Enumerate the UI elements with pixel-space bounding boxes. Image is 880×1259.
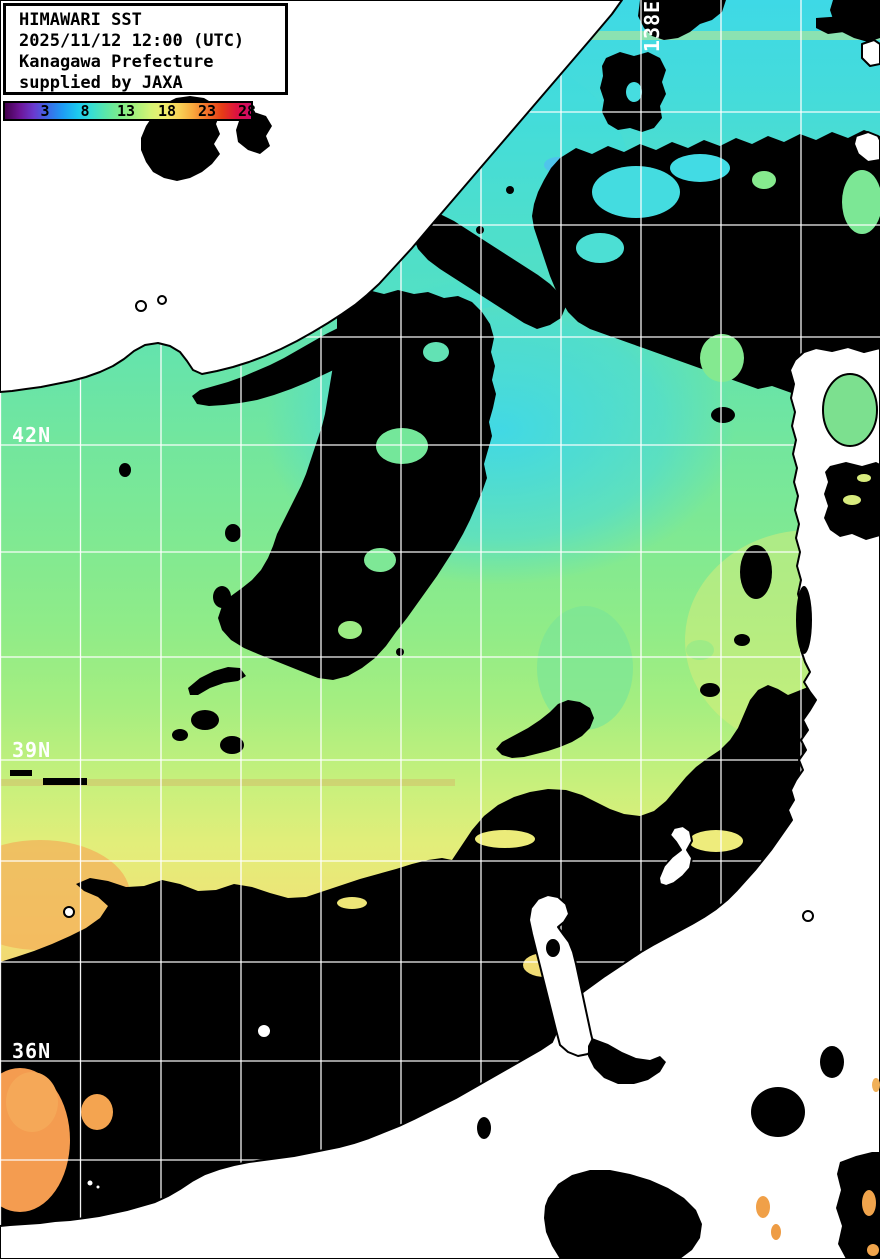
orange-speck	[771, 1224, 781, 1240]
lake-biwa-blob	[477, 1117, 491, 1139]
land-noto-peninsula	[528, 894, 595, 1057]
colorbar-gradient	[5, 103, 251, 119]
green-spot	[686, 640, 714, 660]
cloud-spot	[172, 729, 188, 741]
lon-label-138E: 138E	[640, 0, 664, 53]
green-hole	[752, 171, 776, 189]
islet	[157, 295, 167, 305]
colorbar-tick-28: 28	[237, 102, 257, 120]
land-continent	[0, 0, 623, 393]
credit-label: supplied by JAXA	[19, 73, 183, 93]
cloud-whale-blob	[496, 700, 594, 758]
cyan-hole	[576, 233, 624, 263]
colorbar-tick-13: 13	[116, 102, 136, 120]
green-hole	[376, 428, 428, 464]
land-honshu	[0, 346, 880, 1259]
cloud-hole-speck	[843, 495, 861, 505]
islet	[135, 300, 147, 312]
cloud-near-lon-label	[638, 0, 726, 40]
cloud-mark-w1	[10, 770, 32, 776]
yellow-hole	[337, 897, 367, 909]
lat-label-42N: 42N	[12, 423, 52, 447]
pacific-corner-black	[836, 1152, 880, 1259]
yellow-hole	[475, 830, 535, 848]
title-box: HIMAWARI SST 2025/11/12 12:00 (UTC) Kana…	[3, 3, 288, 95]
cloud-spot	[734, 634, 750, 646]
cloud-spot	[506, 186, 514, 194]
island	[802, 910, 814, 922]
cloud-spot	[384, 464, 394, 476]
green-hole	[700, 334, 744, 382]
cloud-spot	[476, 226, 484, 234]
sst-front-streak-n	[590, 31, 880, 40]
orange-speck	[862, 1190, 876, 1216]
sst-front-streak-s	[0, 779, 455, 786]
island-ulleungdo	[63, 906, 75, 918]
green-hole	[842, 170, 880, 234]
cloud-spot	[700, 683, 720, 697]
cloud-spot	[119, 463, 131, 477]
yellow-hole	[689, 830, 743, 852]
green-hole	[338, 621, 362, 639]
island	[256, 1023, 272, 1039]
green-hole	[423, 342, 449, 362]
orange-sea-sw3	[81, 1094, 113, 1130]
colorbar-tick-8: 8	[80, 102, 90, 120]
region-label: Kanagawa Prefecture	[19, 52, 214, 72]
green-hole	[364, 548, 396, 572]
cloud-mark-w2	[43, 778, 87, 785]
cyan-hole	[592, 166, 680, 218]
cloud-spot	[711, 407, 735, 423]
orange-speck	[756, 1196, 770, 1218]
cloud-spot	[191, 710, 219, 730]
colorbar-tick-23: 23	[197, 102, 217, 120]
colorbar-tick-18: 18	[157, 102, 177, 120]
cloud-holes	[0, 82, 880, 1212]
cloud-over-colorbar2	[236, 112, 272, 154]
cloud-coast-blob	[796, 586, 812, 654]
cyan-hole	[626, 82, 642, 102]
cloud-spot	[225, 524, 241, 542]
product-title: HIMAWARI SST	[19, 10, 142, 30]
cloud-central-mass	[218, 290, 496, 680]
cloud-blob-e-coast	[740, 545, 772, 599]
cloud-diagonal-band	[413, 214, 566, 329]
cloud-hook	[188, 667, 246, 695]
island-oki	[85, 1178, 95, 1188]
tokyo-bay-blob	[820, 1046, 844, 1078]
land-hokkaido-fragment	[853, 131, 880, 163]
cloud-spot	[213, 586, 231, 608]
temperature-colorbar: 3 8 13 18 23 28	[3, 101, 257, 121]
cloud-streak-top	[816, 16, 852, 34]
cloud-spot	[220, 736, 244, 754]
toyama-bay-water	[588, 1038, 666, 1084]
orange-sea-sw2	[6, 1072, 58, 1132]
cloud-hole-speck	[857, 474, 871, 482]
inland-water-large	[544, 1170, 702, 1259]
land-hokkaido-fragment	[861, 39, 880, 67]
datetime-label: 2025/11/12 12:00 (UTC)	[19, 31, 245, 51]
inland-water-blob	[751, 1087, 805, 1137]
colorbar-tick-3: 3	[40, 102, 50, 120]
orange-speck	[867, 1244, 879, 1256]
land-sado-island	[658, 825, 693, 887]
cyan-hole	[670, 154, 730, 182]
mutsu-bay-water	[822, 373, 878, 447]
nanao-bay-notch	[546, 939, 560, 957]
island-oki	[94, 1183, 102, 1191]
lat-label-36N: 36N	[12, 1039, 52, 1063]
orange-speck	[872, 1078, 880, 1092]
cloud-spot	[396, 648, 404, 656]
lat-label-39N: 39N	[12, 738, 52, 762]
